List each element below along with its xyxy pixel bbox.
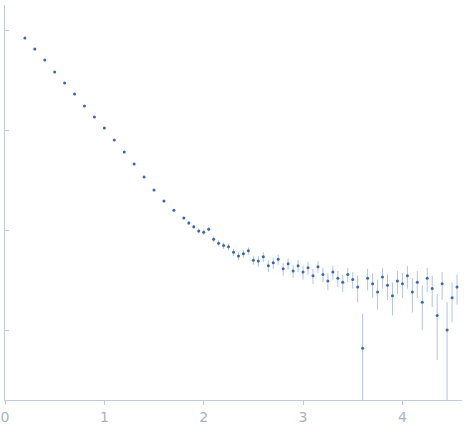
svg-text:0: 0 [1,409,10,425]
svg-text:1: 1 [100,409,109,425]
svg-text:4: 4 [398,409,407,425]
svg-text:3: 3 [299,409,308,425]
svg-text:2: 2 [199,409,208,425]
